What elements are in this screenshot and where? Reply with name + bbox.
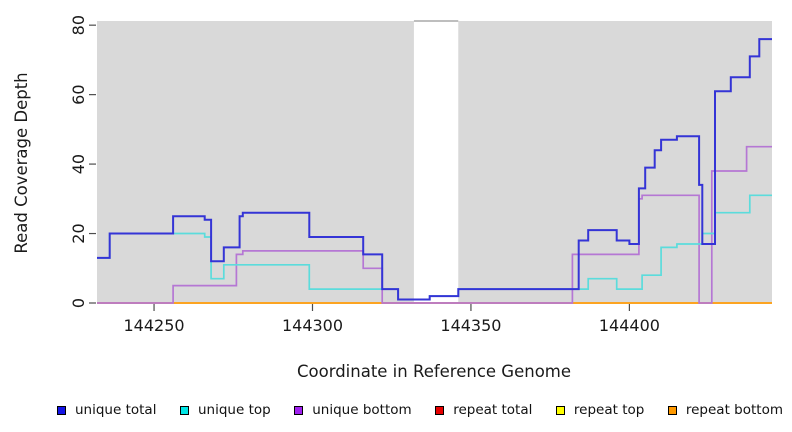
legend-swatch-repeat-total: [435, 405, 445, 415]
legend-item-repeat-top: repeat top: [555, 402, 645, 418]
y-tick-label: 40: [69, 154, 88, 174]
x-tick-label: 144400: [599, 316, 660, 335]
legend-swatch-unique-bottom: [294, 405, 304, 415]
legend: unique total unique top unique bottom re…: [0, 399, 792, 421]
coverage-gap-band: [413, 21, 459, 303]
legend-item-unique-total: unique total: [57, 402, 156, 418]
legend-label-repeat-top: repeat top: [573, 402, 645, 418]
legend-item-repeat-total: repeat total: [435, 402, 532, 418]
legend-item-unique-top: unique top: [180, 402, 271, 418]
x-tick-label: 144300: [282, 316, 343, 335]
legend-swatch-repeat-top: [555, 405, 565, 415]
y-tick-label: 80: [69, 15, 88, 35]
y-tick-label: 60: [69, 84, 88, 104]
legend-swatch-repeat-bottom: [667, 405, 677, 415]
legend-item-unique-bottom: unique bottom: [294, 402, 412, 418]
legend-label-unique-top: unique top: [198, 402, 271, 418]
legend-item-repeat-bottom: repeat bottom: [667, 402, 783, 418]
legend-swatch-unique-top: [180, 405, 189, 415]
legend-label-repeat-total: repeat total: [453, 402, 533, 418]
legend-label-unique-bottom: unique bottom: [312, 402, 412, 418]
legend-label-unique-total: unique total: [75, 402, 157, 418]
y-tick-label: 20: [69, 223, 88, 243]
series-unique-bottom: [97, 145, 772, 304]
series-unique-total: [97, 38, 772, 301]
y-tick-label: 0: [69, 298, 88, 308]
x-tick-label: 144250: [124, 316, 185, 335]
legend-swatch-unique-total: [57, 405, 66, 415]
x-tick-label: 144350: [440, 316, 501, 335]
x-axis-label: Coordinate in Reference Genome: [297, 362, 571, 381]
y-axis-label: Read Coverage Depth: [12, 72, 31, 253]
legend-label-repeat-bottom: repeat bottom: [685, 402, 783, 418]
